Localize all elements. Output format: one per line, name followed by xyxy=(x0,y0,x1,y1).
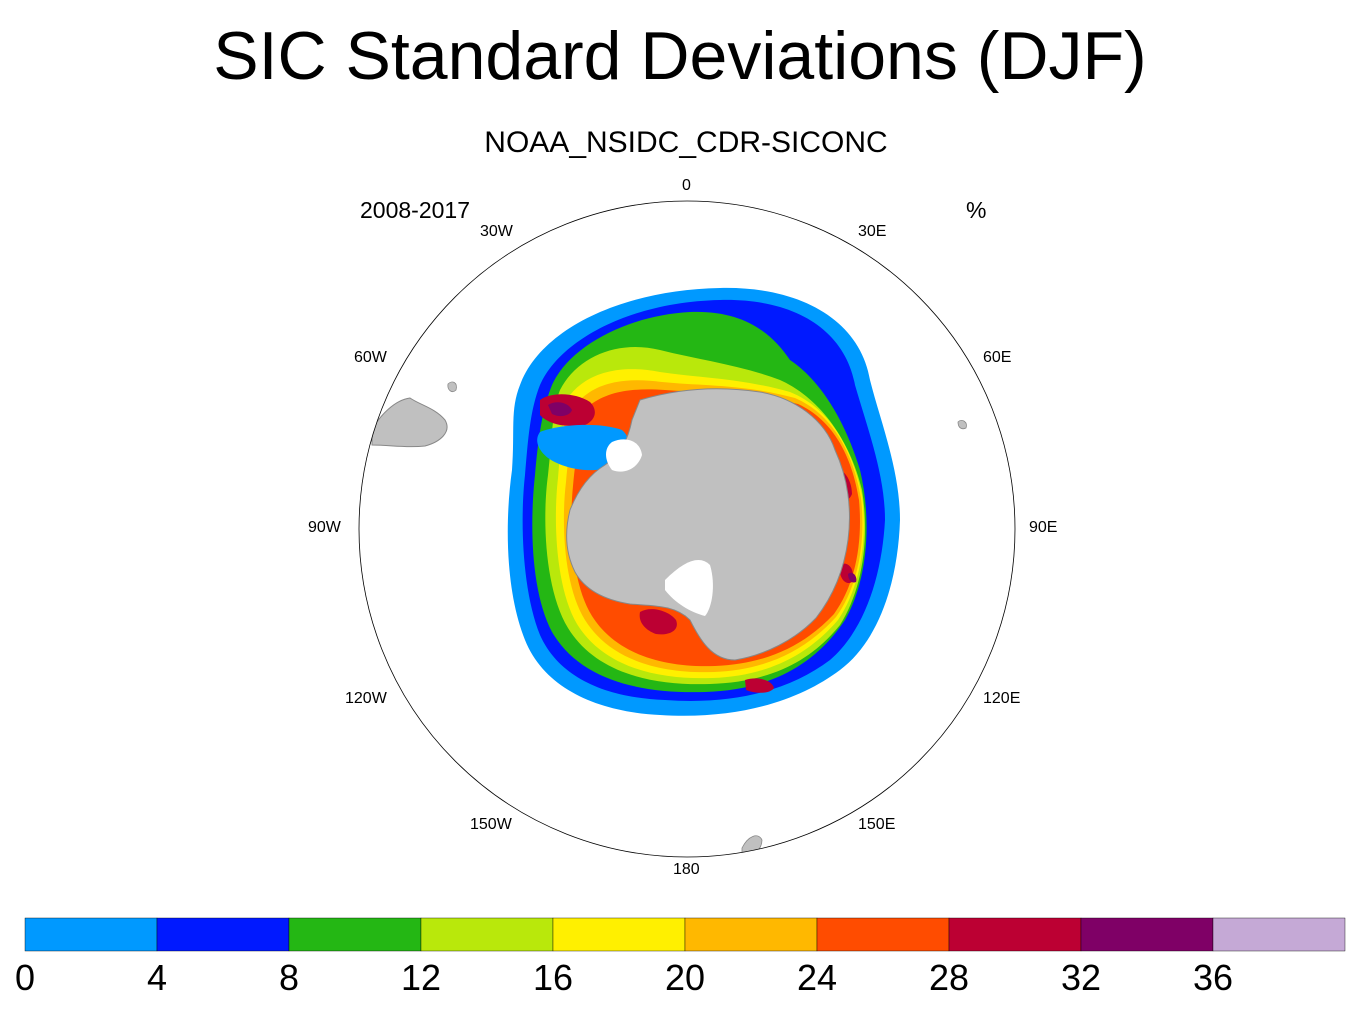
colorbar-swatch xyxy=(948,917,1082,952)
plot-title: SIC Standard Deviations (DJF) xyxy=(213,18,1147,94)
colorbar-tick-label: 32 xyxy=(1060,957,1102,998)
lon-label-150e: 150E xyxy=(858,816,896,833)
kerguelen-island xyxy=(957,420,967,430)
lon-label-60w: 60W xyxy=(354,349,387,366)
ross-ice-shelf xyxy=(665,560,713,616)
lon-label-90e: 90E xyxy=(1029,519,1058,536)
lon-label-150w: 150W xyxy=(470,816,512,833)
colorbar-tick-label: 8 xyxy=(278,957,300,998)
falkland-islands xyxy=(447,381,457,392)
colorbar-swatch xyxy=(552,917,686,952)
colorbar-tick-label: 24 xyxy=(796,957,838,998)
south-america-land xyxy=(371,397,448,448)
lon-label-30e: 30E xyxy=(858,223,887,240)
lon-label-30w: 30W xyxy=(480,223,513,240)
polar-map xyxy=(358,200,1016,858)
colorbar-tick-label: 36 xyxy=(1192,957,1234,998)
map-boundary xyxy=(358,200,1016,858)
colorbar-swatch xyxy=(684,917,818,952)
colorbar-tick-label: 0 xyxy=(14,957,36,998)
units: % xyxy=(966,197,987,223)
sea-ice-field xyxy=(371,287,967,857)
lon-label-120w: 120W xyxy=(345,690,387,707)
band-28-32 xyxy=(540,394,854,693)
dataset-subtitle: NOAA_NSIDC_CDR-SICONC xyxy=(484,126,888,159)
lon-label-180: 180 xyxy=(673,861,700,878)
colorbar-tick-label: 16 xyxy=(532,957,574,998)
ronne-ice-shelf xyxy=(606,439,642,472)
colorbar-swatch xyxy=(1080,917,1214,952)
colorbar-swatch xyxy=(156,917,290,952)
lon-label-90w: 90W xyxy=(308,519,341,536)
weddell-pocket xyxy=(537,424,629,471)
lon-label-120e: 120E xyxy=(983,690,1021,707)
lon-label-0: 0 xyxy=(682,177,691,194)
colorbar-tick-label: 4 xyxy=(146,957,168,998)
colorbar-swatch xyxy=(1212,917,1346,952)
colorbar-swatch xyxy=(816,917,950,952)
colorbar-swatch xyxy=(288,917,422,952)
colorbar-swatch xyxy=(24,917,158,952)
date-range: 2008-2017 xyxy=(360,197,470,223)
colorbar-tick-label: 28 xyxy=(928,957,970,998)
lon-label-60e: 60E xyxy=(983,349,1012,366)
colorbar-swatch xyxy=(420,917,554,952)
colorbar-tick-label: 20 xyxy=(664,957,706,998)
colorbar-tick-label: 12 xyxy=(400,957,442,998)
